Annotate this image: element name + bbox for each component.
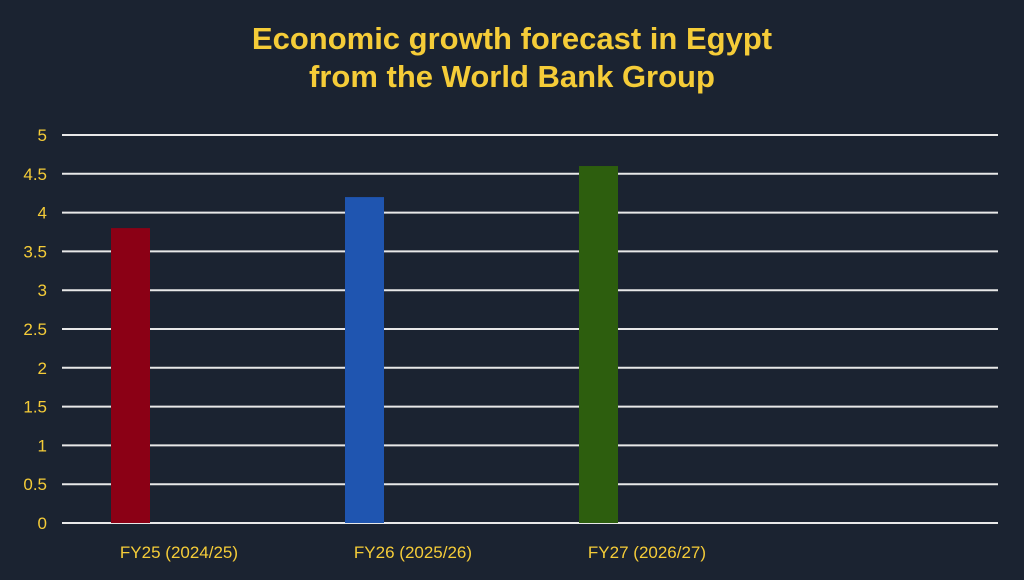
y-tick-label: 0.5 (23, 475, 47, 494)
y-tick-label: 1.5 (23, 398, 47, 417)
bar-3 (579, 166, 618, 524)
y-tick-label: 3 (38, 281, 47, 300)
bar-2 (345, 197, 384, 523)
y-tick-label: 4 (38, 204, 47, 223)
x-tick-label: FY26 (2025/26) (354, 543, 472, 562)
x-tick-label: FY27 (2026/27) (588, 543, 706, 562)
chart-title-line2: from the World Bank Group (309, 59, 715, 94)
bar-1 (111, 228, 150, 523)
y-tick-label: 5 (38, 126, 47, 145)
x-tick-label: FY25 (2024/25) (120, 543, 238, 562)
y-tick-label: 3.5 (23, 242, 47, 261)
y-tick-label: 0 (38, 514, 47, 533)
y-tick-label: 4.5 (23, 165, 47, 184)
chart-title-line1: Economic growth forecast in Egypt (251, 21, 773, 56)
y-tick-label: 1 (38, 436, 47, 455)
y-tick-label: 2.5 (23, 320, 47, 339)
y-tick-label: 2 (38, 359, 47, 378)
chart-title: Economic growth forecast in Egypt from t… (0, 20, 1024, 96)
